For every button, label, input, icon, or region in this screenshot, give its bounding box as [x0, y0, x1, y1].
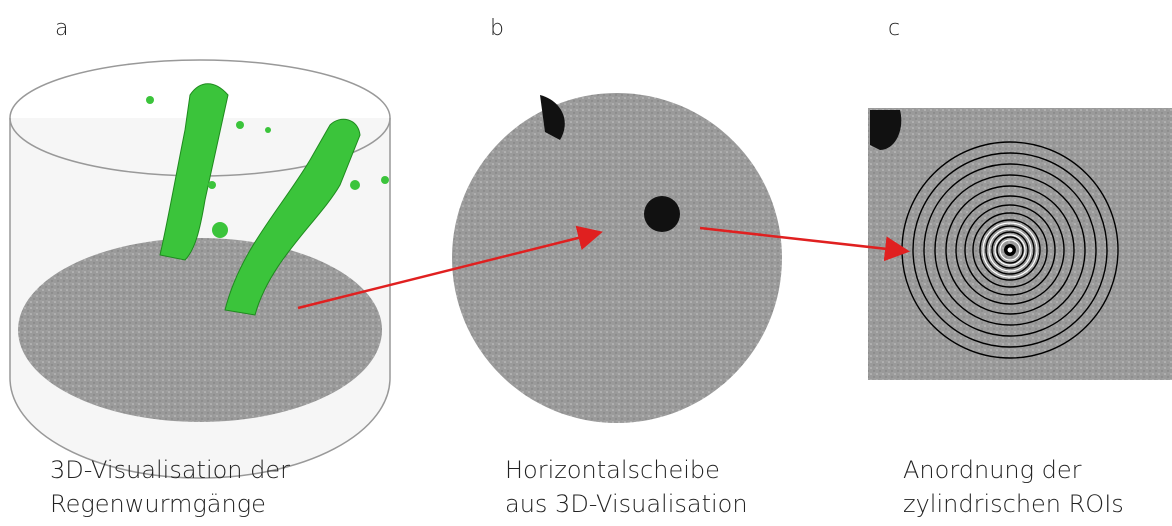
caption: Horizontalscheibe [505, 456, 720, 484]
caption: 3D-Visualisation der [50, 456, 290, 484]
panel-c-image [868, 108, 1172, 380]
panel-letter: c [888, 16, 900, 41]
panel-letter: a [55, 16, 68, 41]
panel-a-image [10, 60, 390, 478]
caption: Anordnung der [903, 456, 1082, 484]
caption: zylindrischen ROIs [903, 490, 1124, 518]
panel-letter: b [490, 16, 504, 41]
caption: aus 3D-Visualisation [505, 490, 748, 518]
figure: a b c 3D-Visualisation der Regenwurmgäng… [0, 0, 1172, 526]
caption: Regenwurmgänge [50, 490, 266, 518]
